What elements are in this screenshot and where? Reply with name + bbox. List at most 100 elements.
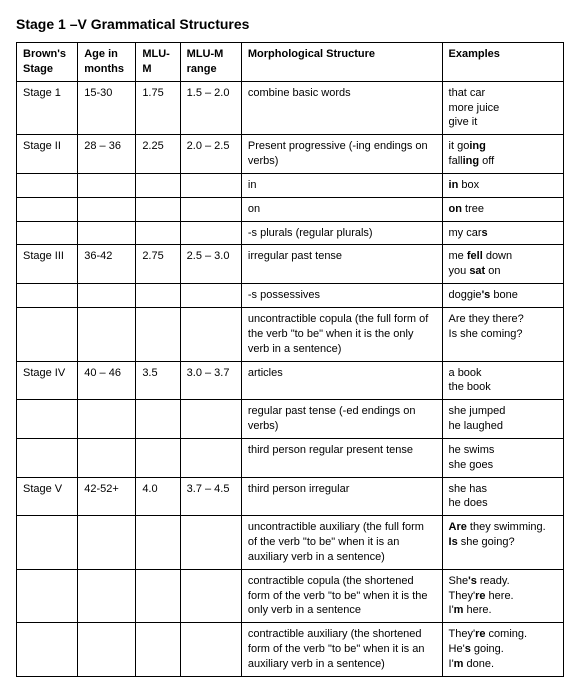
table-row: on on tree: [17, 197, 564, 221]
cell-mlum: [136, 197, 180, 221]
cell-stage: Stage V: [17, 477, 78, 516]
header-age: Age in months: [78, 43, 136, 82]
table-row: Stage 115-301.751.5 – 2.0combine basic w…: [17, 81, 564, 135]
example-line: he swims: [449, 443, 557, 458]
cell-stage: Stage III: [17, 245, 78, 284]
cell-range: 3.7 – 4.5: [180, 477, 241, 516]
cell-examples: it goingfalling off: [442, 135, 563, 174]
cell-examples: They're coming.He's going.I'm done.: [442, 623, 563, 677]
example-line: she jumped: [449, 404, 557, 419]
cell-age: 40 – 46: [78, 361, 136, 400]
cell-morph: -s possessives: [241, 284, 442, 308]
cell-examples: me fell downyou sat on: [442, 245, 563, 284]
cell-stage: [17, 197, 78, 221]
table-row: Stage III36-422.752.5 – 3.0irregular pas…: [17, 245, 564, 284]
table-row: contractible auxiliary (the shortened fo…: [17, 623, 564, 677]
cell-stage: Stage IV: [17, 361, 78, 400]
cell-range: [180, 516, 241, 570]
cell-morph: third person regular present tense: [241, 438, 442, 477]
example-line: more juice: [449, 101, 557, 116]
cell-morph: Present progressive (-ing endings on ver…: [241, 135, 442, 174]
cell-morph: contractible copula (the shortened form …: [241, 569, 442, 623]
cell-morph: contractible auxiliary (the shortened fo…: [241, 623, 442, 677]
example-line: in box: [449, 178, 557, 193]
cell-mlum: [136, 221, 180, 245]
cell-stage: [17, 284, 78, 308]
cell-mlum: [136, 284, 180, 308]
cell-mlum: [136, 569, 180, 623]
cell-examples: a bookthe book: [442, 361, 563, 400]
cell-mlum: 1.75: [136, 81, 180, 135]
example-line: doggie's bone: [449, 288, 557, 303]
cell-age: 15-30: [78, 81, 136, 135]
cell-mlum: 3.5: [136, 361, 180, 400]
example-line: Is she coming?: [449, 327, 557, 342]
example-line: give it: [449, 115, 557, 130]
table-row: uncontractible copula (the full form of …: [17, 307, 564, 361]
cell-mlum: [136, 307, 180, 361]
example-line: Are they swimming.: [449, 520, 557, 535]
table-row: -s possessives doggie's bone: [17, 284, 564, 308]
cell-range: [180, 284, 241, 308]
cell-age: [78, 221, 136, 245]
cell-morph: uncontractible auxiliary (the full form …: [241, 516, 442, 570]
table-body: Stage 115-301.751.5 – 2.0combine basic w…: [17, 81, 564, 676]
cell-examples: doggie's bone: [442, 284, 563, 308]
example-line: me fell down: [449, 249, 557, 264]
cell-mlum: 2.25: [136, 135, 180, 174]
cell-examples: she jumpedhe laughed: [442, 400, 563, 439]
example-line: She's ready.: [449, 574, 557, 589]
example-line: on tree: [449, 202, 557, 217]
cell-age: [78, 307, 136, 361]
cell-age: 36-42: [78, 245, 136, 284]
page-title: Stage 1 –V Grammatical Structures: [16, 16, 564, 32]
example-line: I'm done.: [449, 657, 557, 672]
cell-stage: Stage 1: [17, 81, 78, 135]
table-row: Stage V42-52+4.03.7 – 4.5third person ir…: [17, 477, 564, 516]
cell-age: [78, 438, 136, 477]
example-line: He's going.: [449, 642, 557, 657]
cell-morph: irregular past tense: [241, 245, 442, 284]
example-line: They're coming.: [449, 627, 557, 642]
cell-range: [180, 221, 241, 245]
cell-examples: Are they swimming.Is she going?: [442, 516, 563, 570]
cell-age: 28 – 36: [78, 135, 136, 174]
cell-stage: Stage II: [17, 135, 78, 174]
cell-mlum: 4.0: [136, 477, 180, 516]
cell-range: [180, 438, 241, 477]
cell-age: [78, 197, 136, 221]
cell-stage: [17, 400, 78, 439]
cell-morph: on: [241, 197, 442, 221]
table-row: regular past tense (-ed endings on verbs…: [17, 400, 564, 439]
cell-examples: he swimsshe goes: [442, 438, 563, 477]
cell-range: [180, 623, 241, 677]
cell-mlum: [136, 516, 180, 570]
table-row: contractible copula (the shortened form …: [17, 569, 564, 623]
cell-examples: my cars: [442, 221, 563, 245]
cell-morph: articles: [241, 361, 442, 400]
cell-age: [78, 173, 136, 197]
cell-stage: [17, 516, 78, 570]
header-range: MLU-M range: [180, 43, 241, 82]
header-ex: Examples: [442, 43, 563, 82]
cell-morph: third person irregular: [241, 477, 442, 516]
example-line: Are they there?: [449, 312, 557, 327]
cell-mlum: [136, 173, 180, 197]
table-row: third person regular present tensehe swi…: [17, 438, 564, 477]
header-stage: Brown's Stage: [17, 43, 78, 82]
cell-examples: She's ready.They're here.I'm here.: [442, 569, 563, 623]
cell-age: 42-52+: [78, 477, 136, 516]
example-line: I'm here.: [449, 603, 557, 618]
example-line: Is she going?: [449, 535, 557, 550]
cell-mlum: [136, 623, 180, 677]
cell-age: [78, 400, 136, 439]
cell-age: [78, 569, 136, 623]
cell-examples: on tree: [442, 197, 563, 221]
header-mlum: MLU-M: [136, 43, 180, 82]
cell-morph: regular past tense (-ed endings on verbs…: [241, 400, 442, 439]
table-row: uncontractible auxiliary (the full form …: [17, 516, 564, 570]
cell-stage: [17, 569, 78, 623]
cell-age: [78, 284, 136, 308]
cell-range: 3.0 – 3.7: [180, 361, 241, 400]
example-line: falling off: [449, 154, 557, 169]
